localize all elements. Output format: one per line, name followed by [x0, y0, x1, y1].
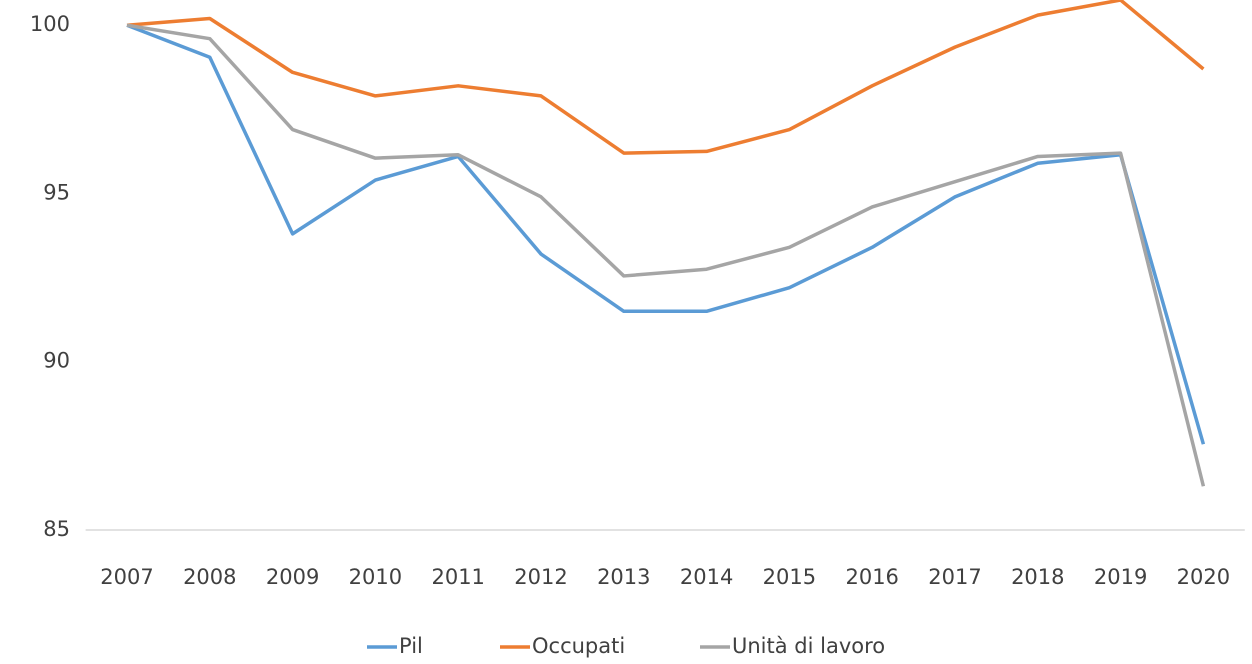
x-tick-label: 2009 [266, 565, 319, 589]
x-tick-label: 2020 [1177, 565, 1230, 589]
x-tick-label: 2014 [680, 565, 733, 589]
y-tick-label: 90 [43, 349, 70, 373]
x-tick-label: 2007 [100, 565, 153, 589]
x-tick-label: 2018 [1011, 565, 1064, 589]
x-tick-label: 2011 [431, 565, 484, 589]
x-tick-label: 2015 [763, 565, 816, 589]
x-tick-label: 2019 [1094, 565, 1147, 589]
legend-label: Occupati [532, 634, 625, 658]
x-tick-label: 2013 [597, 565, 650, 589]
line-series [126, 23, 1206, 445]
x-tick-label: 2010 [349, 565, 402, 589]
y-tick-label: 100 [30, 12, 70, 36]
x-tick-label: 2017 [928, 565, 981, 589]
legend-label: Pil [399, 634, 423, 658]
y-tick-label: 85 [43, 517, 70, 541]
line-series [126, 23, 1206, 487]
y-tick-label: 95 [43, 180, 70, 204]
line-series [126, 0, 1205, 155]
legend-label: Unità di lavoro [732, 634, 885, 658]
x-tick-label: 2012 [514, 565, 567, 589]
x-tick-label: 2016 [845, 565, 898, 589]
x-tick-label: 2008 [183, 565, 236, 589]
